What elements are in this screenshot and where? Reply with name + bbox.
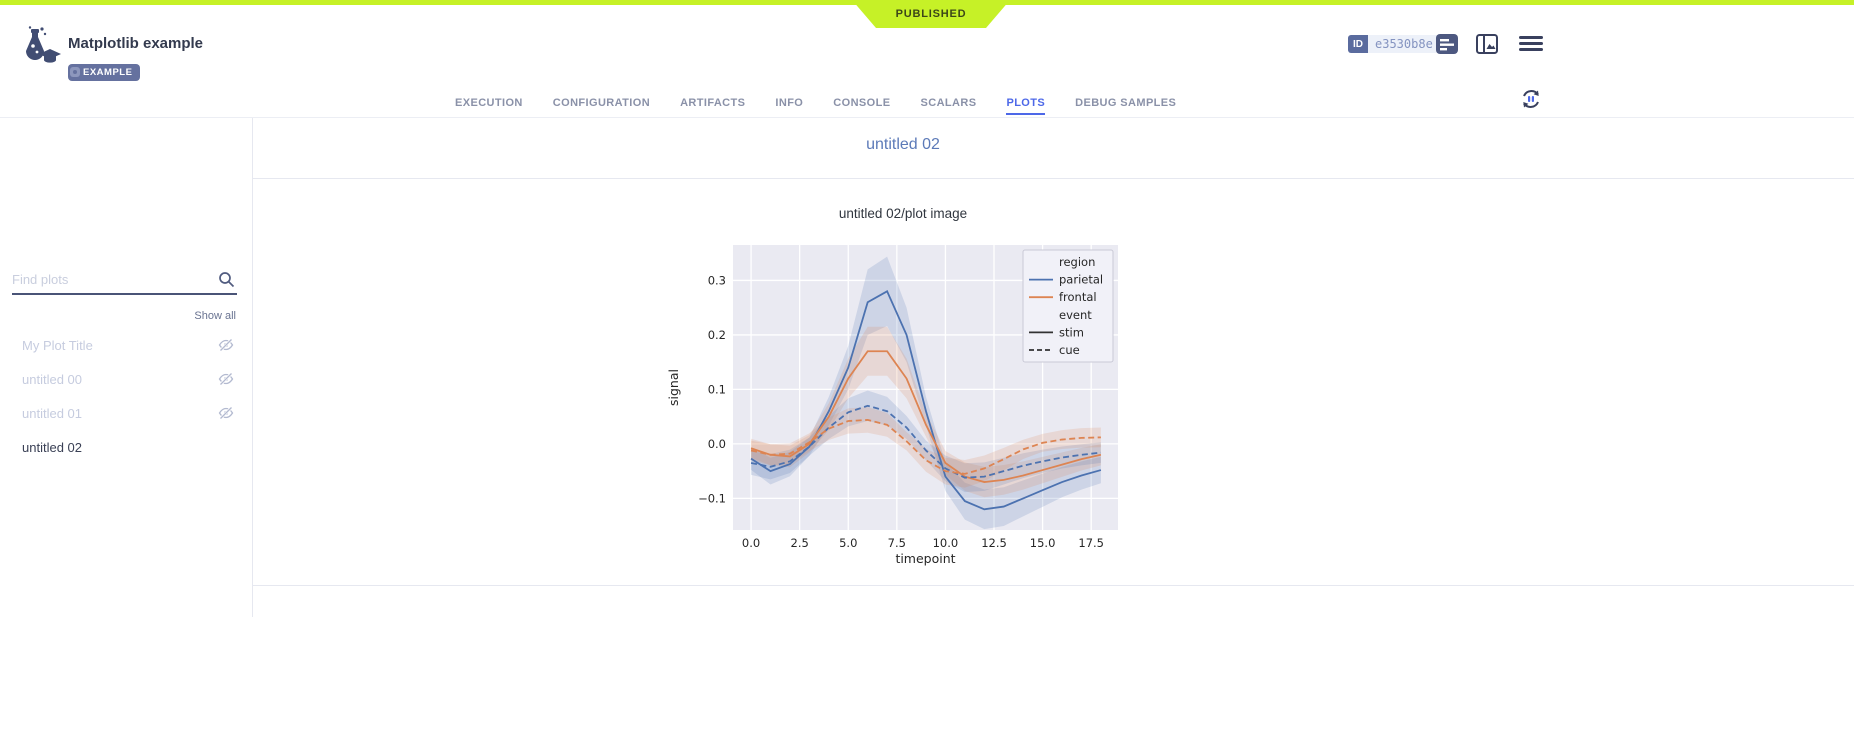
side-panel-icon[interactable] xyxy=(1476,33,1498,55)
search-icon xyxy=(219,272,235,288)
plot-item-label: untitled 01 xyxy=(22,405,82,421)
tab-bar: EXECUTION CONFIGURATION ARTIFACTS INFO CONSO… xyxy=(0,88,1854,118)
eye-off-icon[interactable] xyxy=(218,371,234,387)
tab-configuration[interactable]: CONFIGURATION xyxy=(552,97,651,109)
plot-figure: 0.0 2.5 5.0 7.5 10.0 12.5 15.0 17.5 0.3 0.2 0.1 0.0… xyxy=(660,240,1130,575)
eye-off-icon[interactable] xyxy=(218,337,234,353)
show-all-link[interactable]: Show all xyxy=(194,310,236,322)
tab-scalars[interactable]: SCALARS xyxy=(920,97,977,109)
axis-text: 10.0 xyxy=(933,536,959,550)
tab-debug-samples[interactable]: DEBUG SAMPLES xyxy=(1075,97,1177,109)
eye-off-icon[interactable] xyxy=(218,405,234,421)
menu-icon[interactable] xyxy=(1519,33,1543,55)
band-frontal-cue xyxy=(751,407,1101,488)
line-frontal-cue xyxy=(750,419,1101,475)
tabs: EXECUTION CONFIGURATION ARTIFACTS INFO CONSO… xyxy=(455,88,1176,118)
sidebar-item-untitled-02[interactable]: untitled 02 xyxy=(0,430,252,464)
divider xyxy=(253,178,1854,179)
plot-image-title: untitled 02/plot image xyxy=(838,206,968,221)
sidebar-item-my-plot-title[interactable]: My Plot Title xyxy=(0,328,252,362)
line-frontal-stim xyxy=(750,350,1102,483)
line-parietal-stim xyxy=(750,290,1102,511)
axis-text: 0.0 xyxy=(708,437,726,451)
axis-text: 12.5 xyxy=(981,536,1007,550)
x-axis-label: timepoint xyxy=(895,551,955,566)
axis-text: 0.3 xyxy=(708,273,726,287)
divider xyxy=(253,585,1854,586)
experiment-title: Matplotlib example xyxy=(68,35,204,52)
line-parietal-cue xyxy=(750,404,1101,479)
plot-item-label: My Plot Title xyxy=(22,337,93,353)
y-axis-label: signal xyxy=(666,369,681,406)
axis-text: 2.5 xyxy=(791,536,809,550)
plot-item-label: untitled 02 xyxy=(22,439,82,455)
search-input[interactable] xyxy=(12,268,237,295)
experiment-id-chip[interactable]: ID e3530b8e xyxy=(1348,35,1440,53)
plots-panel: untitled 02 untitled 02/plot image 0.0 2.… xyxy=(253,118,1854,617)
auto-refresh-pause-icon[interactable] xyxy=(1519,87,1543,111)
id-value: e3530b8e xyxy=(1368,35,1440,53)
search-box xyxy=(12,268,237,295)
axis-text: −0.1 xyxy=(698,491,726,505)
example-badge-label: EXAMPLE xyxy=(83,67,133,78)
legend-label-frontal: frontal xyxy=(1059,290,1097,304)
status-ribbon: PUBLISHED xyxy=(852,0,1010,28)
id-label: ID xyxy=(1348,35,1368,53)
legend-label-cue: cue xyxy=(1059,343,1080,357)
tab-execution[interactable]: EXECUTION xyxy=(455,97,523,109)
tab-info[interactable]: INFO xyxy=(775,97,804,109)
plot-list: My Plot Title untitled 00 untitled 01 un… xyxy=(0,328,252,464)
fmri-line-chart: 0.0 2.5 5.0 7.5 10.0 12.5 15.0 17.5 0.3 0.2 0.1 0.0… xyxy=(666,245,1118,566)
plots-sidebar: Show all My Plot Title untitled 00 untit… xyxy=(0,118,253,617)
legend-box xyxy=(1022,249,1114,363)
legend-label-region: region xyxy=(1059,255,1095,269)
axis-text: 0.0 xyxy=(742,536,760,550)
axis-text: 0.1 xyxy=(708,382,726,396)
sidebar-item-untitled-01[interactable]: untitled 01 xyxy=(0,396,252,430)
legend-label-parietal: parietal xyxy=(1059,273,1103,287)
axis-text: 15.0 xyxy=(1030,536,1056,550)
tab-plots[interactable]: PLOTS xyxy=(1006,88,1045,118)
legend-label-event: event xyxy=(1059,308,1092,322)
sidebar-item-untitled-00[interactable]: untitled 00 xyxy=(0,362,252,396)
axis-text: 7.5 xyxy=(888,536,906,550)
gear-icon xyxy=(70,67,80,77)
plot-group-title: untitled 02 xyxy=(866,136,940,153)
axis-text: 0.2 xyxy=(708,328,726,342)
axis-text: 5.0 xyxy=(839,536,857,550)
tab-console[interactable]: CONSOLE xyxy=(833,97,891,109)
plot-item-label: untitled 00 xyxy=(22,371,82,387)
axis-text: 17.5 xyxy=(1078,536,1104,550)
example-badge: EXAMPLE xyxy=(68,64,141,81)
band-parietal-cue xyxy=(751,390,1101,493)
legend-label-stim: stim xyxy=(1059,325,1084,339)
tab-artifacts[interactable]: ARTIFACTS xyxy=(680,97,746,109)
details-icon[interactable] xyxy=(1436,33,1458,55)
experiment-flask-icon xyxy=(25,26,61,63)
